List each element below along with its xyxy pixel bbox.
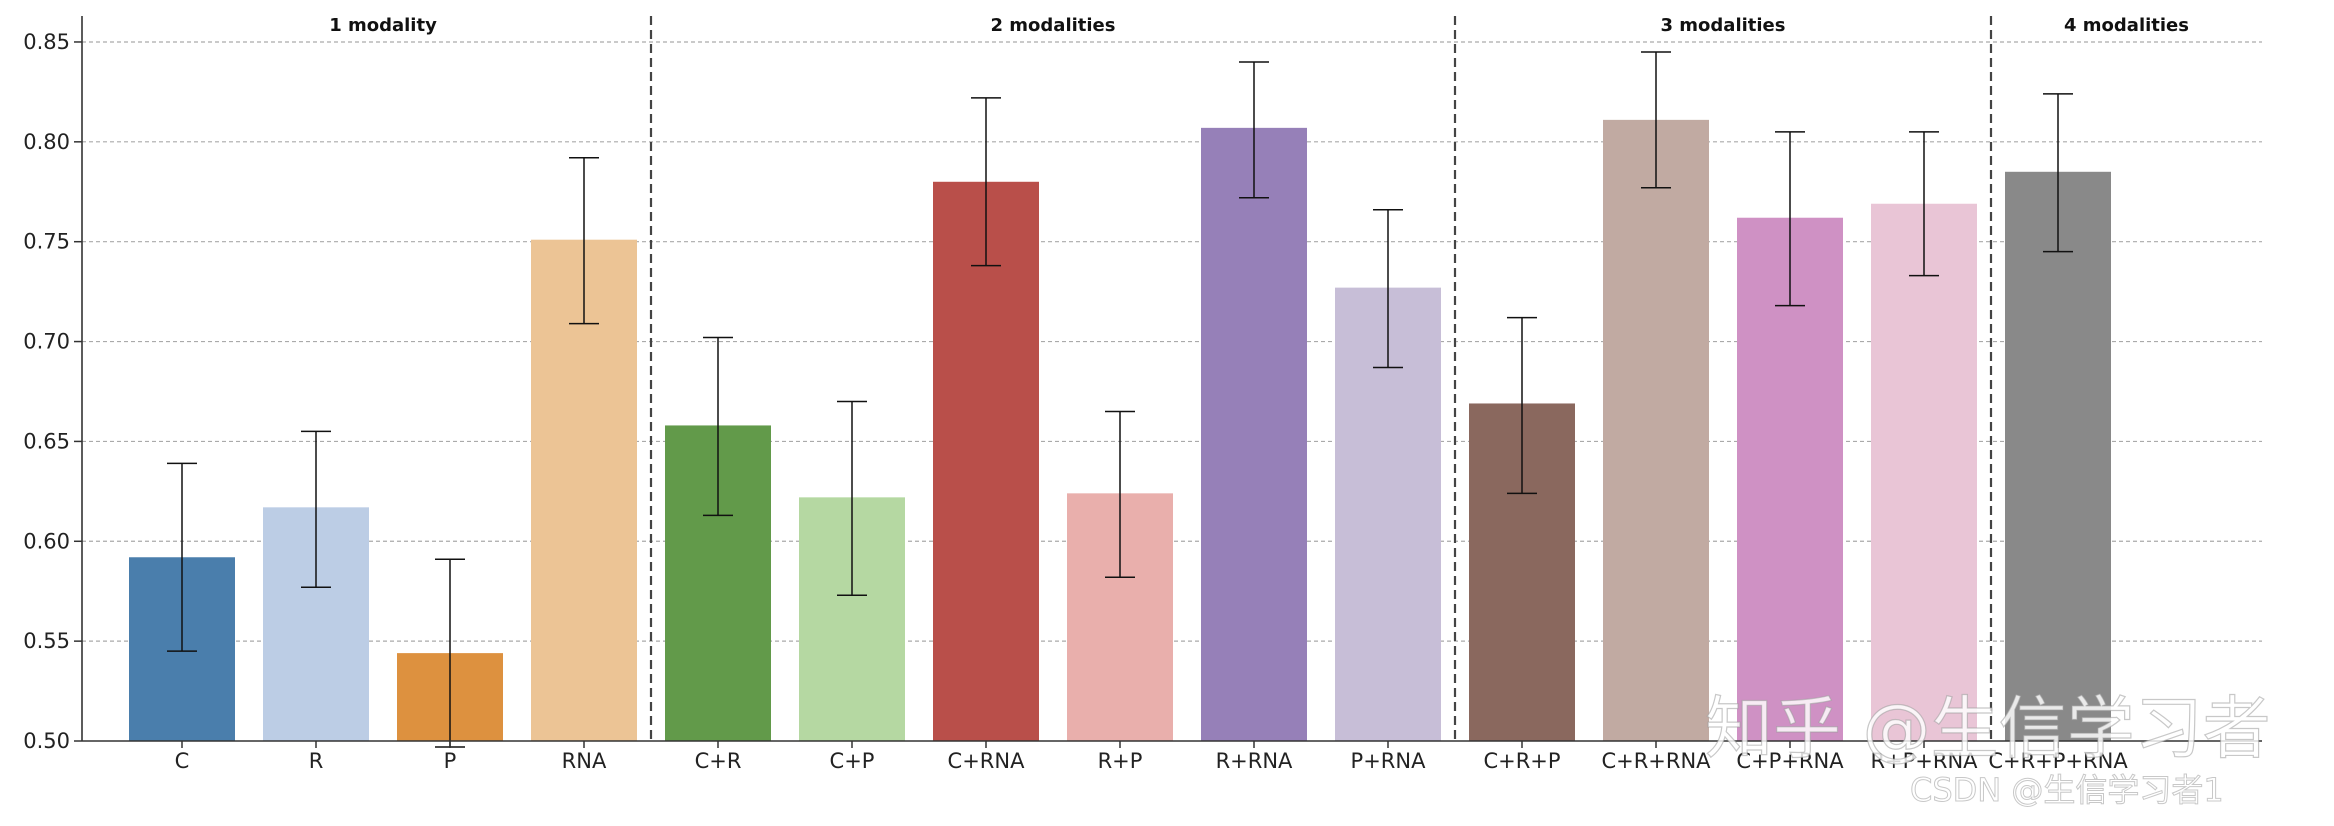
bars [129,119,2111,742]
watermark-zhihu: 知乎 @生信学习者 [1705,690,2271,769]
x-tick-label: C+P+RNA [1736,749,1844,773]
group-label: 3 modalities [1661,15,1786,36]
x-tick-label: C+P [830,749,875,773]
x-tick-label: RNA [562,749,607,773]
y-tick-label: 0.65 [23,429,70,453]
x-tick-label: R+RNA [1216,749,1293,773]
error-bars [167,51,2073,748]
group-label: 2 modalities [991,15,1116,36]
group-labels: 1 modality 2 modalities 3 modalities 4 moda… [329,15,2189,36]
y-tick-label: 0.85 [23,30,70,54]
bar [1201,127,1307,741]
x-tick-label: P+RNA [1351,749,1427,773]
x-tick-label: R [309,749,324,773]
group-label: 4 modalities [2064,15,2189,36]
bar [1871,203,1977,742]
bar [1603,119,1709,741]
x-tick-label: P [444,749,457,773]
x-tick-label: C [175,749,190,773]
x-tick-label: C+R [695,749,742,773]
y-tick-label: 0.70 [23,330,70,354]
x-tick-label: C+RNA [948,749,1026,773]
watermark-csdn: CSDN @生信学习者1 [1910,771,2224,809]
x-tick-label: R+P [1098,749,1143,773]
bar [933,181,1039,741]
axes [81,16,2262,742]
y-tick-label: 0.75 [23,230,70,254]
bar [2005,171,2111,741]
x-tick-label: R+P+RNA [1870,749,1978,773]
y-tick-label: 0.50 [23,729,70,753]
y-tick-label: 0.60 [23,529,70,553]
y-axis-ticks: 0.50 0.55 0.60 0.65 0.70 0.75 0.80 0.85 [23,30,82,753]
group-separators [649,16,1993,741]
group-label: 1 modality [329,15,437,36]
y-tick-label: 0.55 [23,629,70,653]
watermark: 知乎 @生信学习者 CSDN @生信学习者1 [1704,689,2271,809]
x-tick-label: C+R+RNA [1601,749,1711,773]
x-tick-label: C+R+P+RNA [1988,749,2128,773]
x-axis-ticks: C R P RNA C+R C+P C+RNA R+P R+RNA P+RNA C+R+P C+R+R… [175,741,2128,773]
x-tick-label: C+R+P [1483,749,1560,773]
y-tick-label: 0.80 [23,130,70,154]
